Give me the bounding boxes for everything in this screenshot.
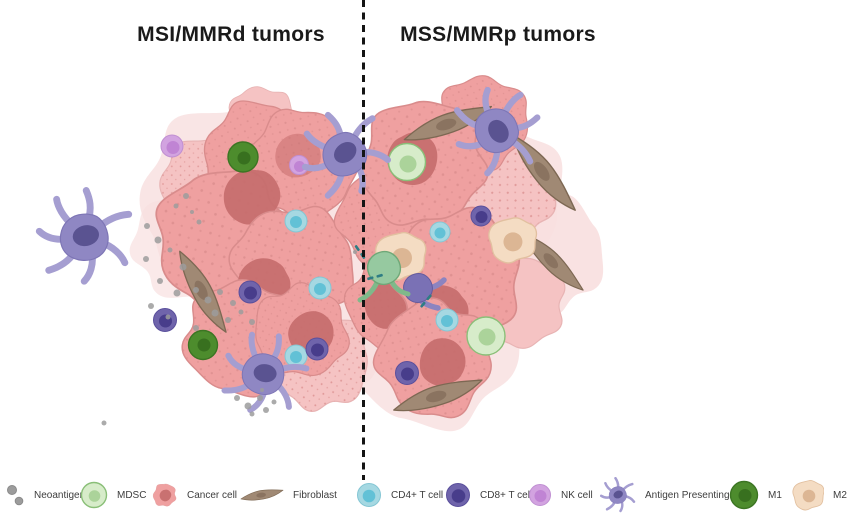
- cd4-t-cell: [284, 209, 308, 233]
- cd8-t-cell: [238, 280, 262, 304]
- legend-item-cancer-cell: Cancer cell: [152, 474, 237, 516]
- legend-item-mdsc: MDSC: [80, 474, 146, 516]
- fibroblast-icon: [240, 489, 284, 501]
- legend-label: M2: [833, 489, 847, 501]
- legend: Neoantigen MDSC Cancer cell Fibroblast: [0, 474, 850, 516]
- legend-item-neoantigen: Neoantigen: [5, 474, 85, 516]
- cd8-t-cell: [153, 308, 177, 332]
- cd4-t-cell: [429, 221, 451, 243]
- legend-item-m2: M2: [792, 474, 847, 516]
- legend-label: Antigen Presenting Cell: [645, 489, 750, 501]
- legend-label: NK cell: [561, 489, 593, 501]
- cd4-t-cell-icon: [357, 483, 381, 507]
- legend-item-nk-cell: NK cell: [528, 474, 593, 516]
- nk-cell-icon: [529, 484, 551, 506]
- m2-macrophage: [488, 217, 538, 264]
- legend-label: Cancer cell: [187, 489, 238, 501]
- right-panel-title: MSS/MMRp tumors: [400, 23, 596, 46]
- cd8-t-cell: [305, 337, 329, 361]
- cd8-t-cell: [395, 361, 419, 385]
- mdsc-icon: [80, 481, 108, 509]
- cd4-t-cell: [308, 276, 332, 300]
- immune-synapse: [354, 244, 447, 311]
- m1-macrophage: [187, 329, 219, 361]
- legend-item-fibroblast: Fibroblast: [240, 474, 337, 516]
- legend-label: M1: [768, 489, 782, 501]
- m1-macrophage-icon: [729, 480, 759, 510]
- m2-macrophage-icon: [792, 480, 824, 511]
- cd4-t-cell: [284, 344, 308, 368]
- legend-label: Neoantigen: [34, 489, 86, 501]
- mdsc-cell: [387, 142, 427, 182]
- nk-cell: [160, 134, 184, 158]
- legend-item-cd4-t-cell: CD4+ T cell: [356, 474, 443, 516]
- neoantigen-icon: [7, 485, 24, 506]
- cd8-t-cell: [470, 205, 492, 227]
- left-panel-title: MSI/MMRd tumors: [137, 23, 325, 46]
- antigen-presenting-cell-icon: [600, 477, 636, 513]
- m1-macrophage: [227, 141, 259, 173]
- legend-label: MDSC: [117, 489, 147, 501]
- antigen-presenting-cell: [32, 184, 136, 288]
- neoantigen-dots: [101, 193, 357, 426]
- legend-item-antigen-presenting-cell: Antigen Presenting Cell: [600, 474, 750, 516]
- cd8-t-cell-icon: [446, 483, 470, 507]
- legend-label: Fibroblast: [293, 489, 337, 501]
- cd4-t-cell: [435, 308, 459, 332]
- cancer-cell-icon: [152, 483, 177, 507]
- legend-item-cd8-t-cell: CD8+ T cell: [445, 474, 532, 516]
- legend-label: CD4+ T cell: [391, 489, 444, 501]
- legend-item-m1: M1: [729, 474, 782, 516]
- legend-label: CD8+ T cell: [480, 489, 533, 501]
- mdsc-cell: [466, 316, 506, 356]
